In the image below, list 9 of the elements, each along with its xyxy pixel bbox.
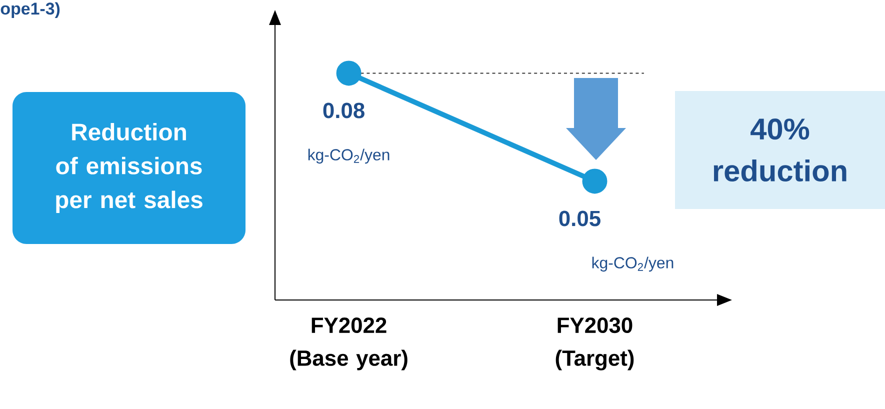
data-label: 0.08 bbox=[323, 102, 364, 118]
annotation: 40% reduction bbox=[714, 118, 846, 182]
text: Reduction of emissions per net sales bbox=[56, 122, 202, 214]
x-tick-label: FY2030 (Target) bbox=[556, 318, 634, 370]
data-label: 0.05 bbox=[559, 210, 600, 226]
annotation: kg-CO$_{2}$/yen bbox=[308, 148, 390, 164]
text: ope1-3) bbox=[0, 2, 60, 18]
x-tick-label: FY2022 (Base year) bbox=[290, 318, 408, 370]
annotation: kg-CO$_{2}$/yen bbox=[592, 256, 674, 272]
